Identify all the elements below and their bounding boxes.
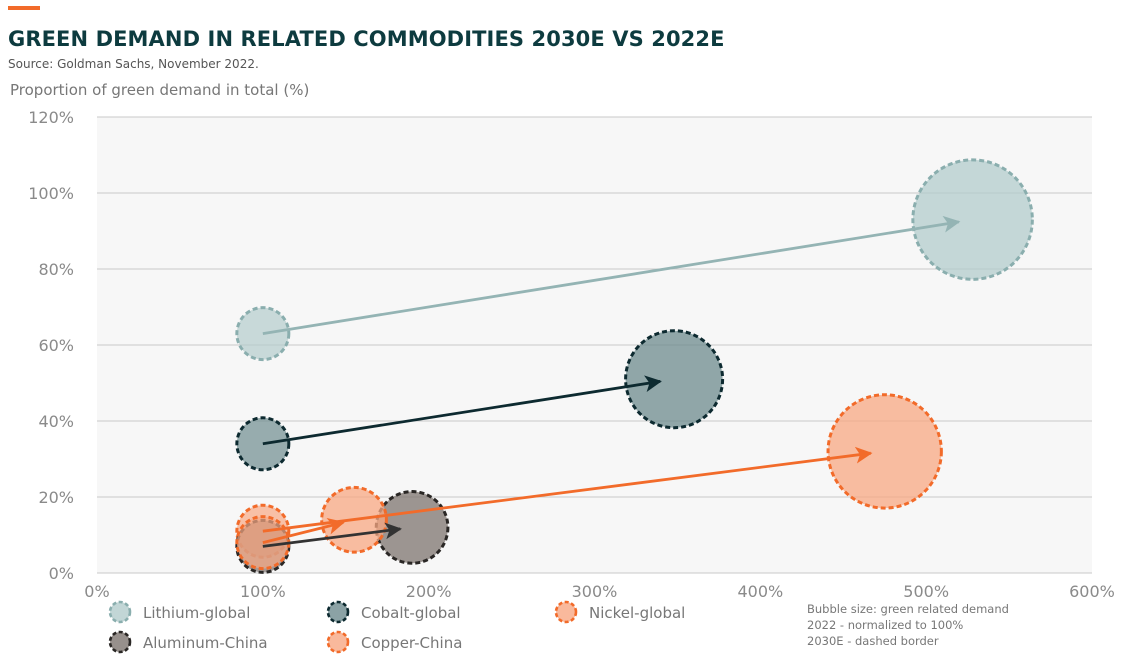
arrow-nickel-global (262, 446, 873, 533)
legend-label: Cobalt-global (361, 604, 461, 622)
legend-swatch (108, 600, 132, 624)
legend-label: Copper-China (361, 634, 462, 652)
legend-swatch (326, 600, 350, 624)
bubble-2030e-lithium-global (911, 158, 1034, 281)
y-tick-label: 120% (28, 108, 74, 127)
y-tick-label: 20% (38, 488, 74, 507)
x-tick-label: 500% (903, 582, 949, 601)
y-tick-label: 60% (38, 336, 74, 355)
chart-subtitle: Source: Goldman Sachs, November 2022. (8, 57, 259, 71)
legend-swatch (108, 630, 132, 654)
legend-label: Aluminum-China (143, 634, 268, 652)
x-tick-label: 600% (1069, 582, 1115, 601)
size-note-line: 2022 - normalized to 100% (807, 618, 963, 632)
size-note-line: Bubble size: green related demand (807, 602, 1009, 616)
arrow-copper-china (262, 518, 345, 544)
bubble-2030e-aluminum-china (374, 490, 450, 565)
arrow-lithium-global (262, 215, 961, 335)
y-tick-label: 40% (38, 412, 74, 431)
legend-swatch (554, 600, 578, 624)
y-tick-label: 80% (38, 260, 74, 279)
bubble-2030e-nickel-global (826, 393, 943, 510)
size-note-line: 2030E - dashed border (807, 634, 939, 648)
x-tick-label: 200% (406, 582, 452, 601)
x-tick-label: 300% (572, 582, 618, 601)
arrow-cobalt-global (262, 375, 662, 446)
accent-bar (8, 6, 40, 10)
y-tick-label: 100% (28, 184, 74, 203)
y-tick-label: 0% (49, 564, 74, 583)
chart-title: GREEN DEMAND IN RELATED COMMODITIES 2030… (8, 27, 725, 51)
bubble-2030e-cobalt-global (624, 329, 725, 430)
x-tick-label: 0% (84, 582, 109, 601)
legend-label: Nickel-global (589, 604, 685, 622)
arrow-aluminum-china (262, 522, 402, 548)
y-axis-label: Proportion of green demand in total (%) (10, 81, 310, 99)
x-tick-label: 400% (737, 582, 783, 601)
legend-label: Lithium-global (143, 604, 250, 622)
x-tick-label: 100% (240, 582, 286, 601)
legend-swatch (326, 630, 350, 654)
